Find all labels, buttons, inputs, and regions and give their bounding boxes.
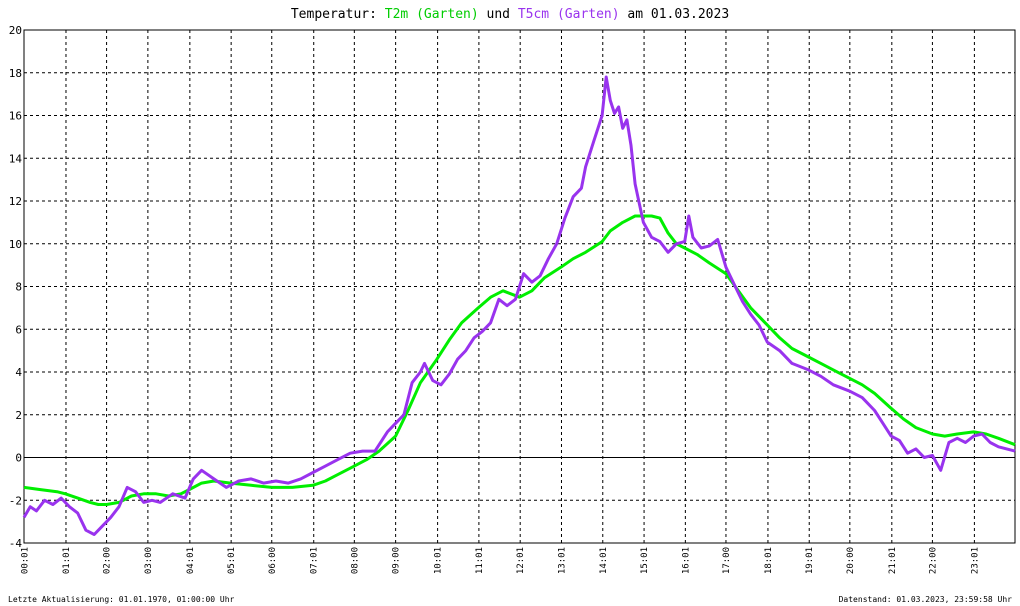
title-series1: T2m (Garten) [385, 7, 479, 22]
x-tick-label: 17:00 [722, 547, 732, 574]
x-tick-label: 06:00 [268, 547, 278, 574]
x-tick-label: 08:00 [350, 547, 360, 574]
x-tick-label: 23:01 [970, 547, 980, 574]
x-tick-label: 05:01 [227, 547, 237, 574]
chart-title: Temperatur: T2m (Garten) und T5cm (Garte… [291, 7, 729, 22]
title-suffix: am 01.03.2023 [620, 7, 730, 22]
title-series2: T5cm (Garten) [518, 7, 620, 22]
x-tick-label: 09:00 [392, 547, 402, 574]
x-tick-label: 03:00 [144, 547, 154, 574]
x-tick-label: 18:01 [764, 547, 774, 574]
y-tick-label: -4 [9, 537, 23, 550]
x-tick-label: 20:00 [846, 547, 856, 574]
x-tick-label: 14:01 [599, 547, 609, 574]
x-tick-label: 12:01 [516, 547, 526, 574]
y-tick-label: 12 [9, 195, 22, 208]
axes: -4 -2 0 2 4 6 8 10 12 14 16 18 20 00:01 01:01 02:00 03:0… [9, 24, 1016, 574]
series-t5cm-line [22, 75, 1016, 536]
y-tick-label: 18 [9, 67, 22, 80]
series [22, 75, 1016, 536]
y-tick-label: 10 [9, 238, 22, 251]
x-tick-label: 01:01 [62, 547, 72, 574]
x-tick-label: 16:01 [681, 547, 691, 574]
y-tick-label: 16 [9, 110, 22, 123]
x-tick-label: 21:01 [888, 547, 898, 574]
y-tick-label: 20 [9, 24, 22, 37]
x-tick-label: 13:01 [557, 547, 567, 574]
y-tick-label: 6 [15, 323, 22, 336]
plot-frame [23, 29, 1016, 544]
y-tick-label: 0 [15, 452, 22, 465]
footer-last-update: Letzte Aktualisierung: 01.01.1970, 01:00… [8, 595, 235, 604]
x-tick-label: 15:01 [640, 547, 650, 574]
x-tick-label: 11:01 [475, 547, 485, 574]
x-tick-label: 19:01 [805, 547, 815, 574]
footer-data-status: Datenstand: 01.03.2023, 23:59:58 Uhr [838, 595, 1012, 604]
title-mid: und [479, 7, 518, 22]
title-prefix: Temperatur: [291, 7, 385, 22]
series-t2m-line [23, 214, 1016, 506]
x-tick-label: 22:00 [928, 547, 938, 574]
grid [24, 30, 1015, 543]
x-tick-label: 00:01 [21, 547, 31, 574]
x-tick-label: 07:01 [310, 547, 320, 574]
y-tick-label: 4 [15, 366, 22, 379]
y-tick-label: -2 [9, 494, 22, 507]
y-tick-label: 2 [15, 409, 22, 422]
x-tick-label: 10:01 [434, 547, 444, 574]
y-tick-label: 14 [9, 152, 23, 165]
x-tick-label: 02:00 [103, 547, 113, 574]
x-tick-label: 04:01 [186, 547, 196, 574]
y-tick-label: 8 [15, 281, 22, 294]
